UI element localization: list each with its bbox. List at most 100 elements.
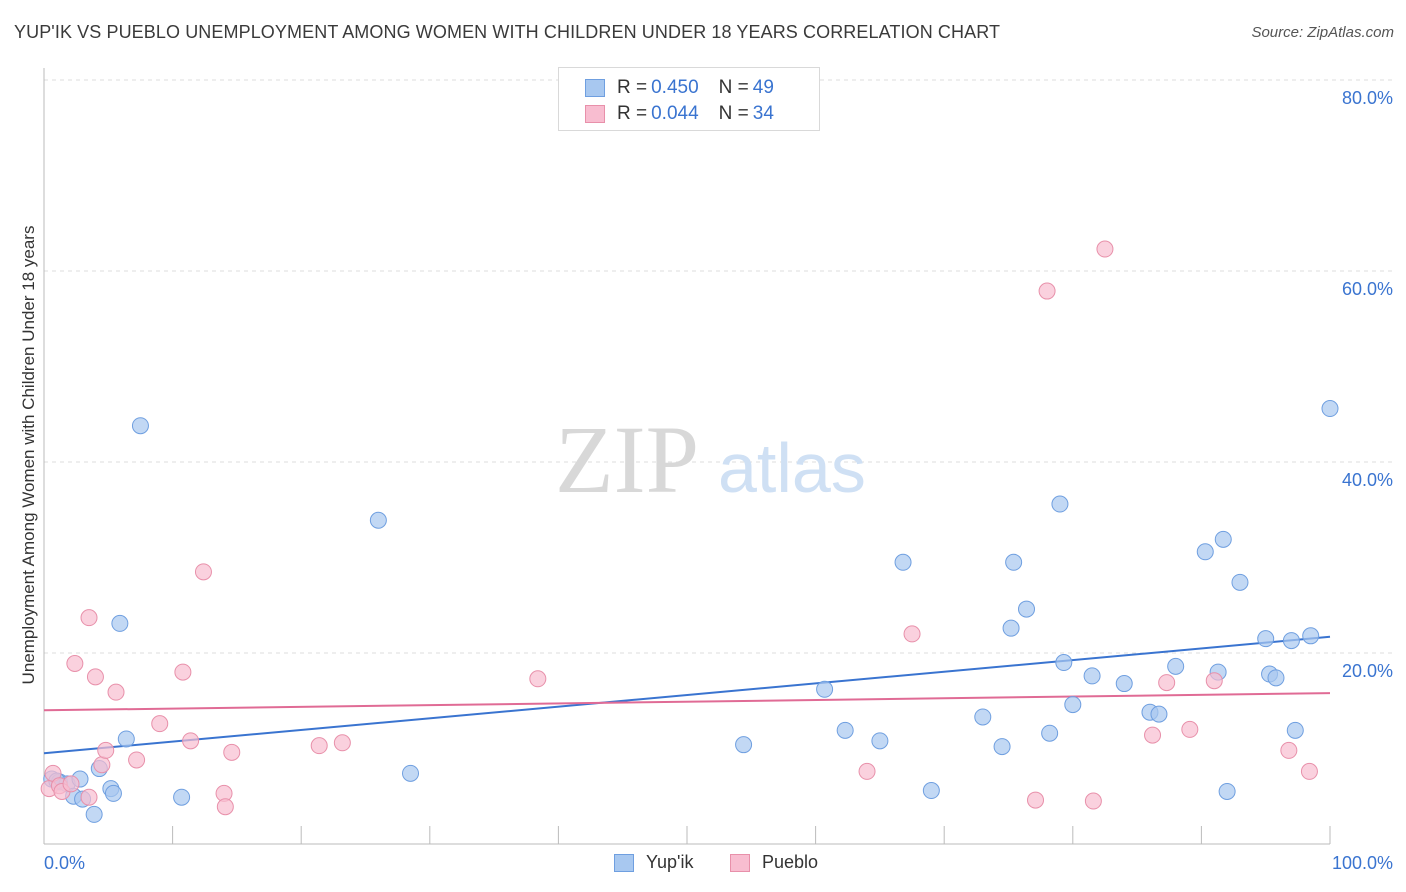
yupik-point-16 (735, 736, 753, 754)
pueblo-legend-swatch (730, 853, 750, 872)
pueblo-point-4 (62, 775, 80, 793)
yupik-point-35 (1167, 657, 1185, 675)
y-tick-label-60: 60.0% (1342, 279, 1393, 299)
yupik-point-21 (922, 782, 940, 800)
pueblo-n-label: N = (718, 103, 749, 124)
yupik-point-9 (104, 784, 122, 802)
yupik-point-26 (1018, 600, 1036, 618)
legend-item-yupik: Yup'ik (614, 852, 693, 873)
yupik-point-22 (974, 708, 992, 726)
pueblo-point-8 (86, 668, 104, 686)
pueblo-point-25 (1027, 791, 1045, 809)
pueblo-point-19 (223, 743, 241, 761)
pueblo-point-30 (1158, 674, 1176, 692)
yupik-point-47 (1321, 400, 1339, 418)
yupik-n-value: 49 (752, 77, 774, 98)
pueblo-point-21 (333, 734, 351, 752)
yupik-point-24 (1002, 619, 1020, 637)
yupik-point-17 (816, 680, 834, 698)
yupik-point-36 (1196, 543, 1214, 561)
yupik-point-45 (1286, 721, 1304, 739)
yupik-point-41 (1257, 630, 1275, 648)
yupik-point-43 (1267, 669, 1285, 687)
yupik-legend-swatch (614, 853, 634, 872)
pueblo-point-16 (194, 563, 212, 581)
yupik-point-31 (1083, 667, 1101, 685)
pueblo-point-20 (310, 737, 328, 755)
yupik-point-25 (1005, 553, 1023, 571)
pueblo-point-34 (1300, 762, 1318, 780)
yupik-point-32 (1115, 675, 1133, 693)
yupik-legend-label: Yup'ik (646, 852, 694, 872)
yupik-swatch (585, 79, 605, 97)
yupik-point-28 (1051, 495, 1069, 513)
yupik-point-46 (1302, 627, 1320, 645)
yupik-point-19 (871, 732, 889, 750)
pueblo-point-28 (1096, 240, 1114, 258)
yupik-point-13 (173, 788, 191, 806)
y-tick-label-40: 40.0% (1342, 470, 1393, 490)
yupik-r-label: R = (617, 77, 648, 98)
pueblo-trend-line (43, 692, 1331, 712)
yupik-r-value: 0.450 (651, 77, 699, 98)
x-tick-label-min: 0.0% (44, 853, 85, 873)
yupik-point-40 (1231, 573, 1249, 591)
pueblo-point-9 (93, 756, 111, 774)
pueblo-point-12 (128, 751, 146, 769)
x-tick-label-max: 100.0% (1332, 853, 1393, 873)
pueblo-point-27 (1084, 792, 1102, 810)
series-legend: Yup'ik Pueblo (0, 852, 1406, 876)
pueblo-point-5 (66, 655, 84, 673)
yupik-point-23 (993, 738, 1011, 756)
yupik-n-label: N = (718, 77, 749, 98)
pueblo-point-13 (151, 715, 169, 733)
yupik-point-20 (894, 553, 912, 571)
legend-item-pueblo: Pueblo (730, 852, 818, 873)
yupik-point-18 (836, 721, 854, 739)
yupik-point-14 (369, 511, 387, 529)
pueblo-n-value: 34 (752, 103, 774, 124)
y-axis-label: Unemployment Among Women with Children U… (19, 225, 38, 685)
yupik-point-15 (402, 764, 420, 782)
pueblo-point-33 (1280, 741, 1298, 759)
yupik-point-27 (1041, 724, 1059, 742)
watermark-zip: ZIP (555, 406, 699, 513)
y-tick-label-80: 80.0% (1342, 88, 1393, 108)
pueblo-point-31 (1181, 720, 1199, 738)
pueblo-point-22 (529, 670, 547, 688)
yupik-point-6 (85, 805, 103, 823)
stats-legend: R = 0.450 N = 49 R = 0.044 N = 34 (558, 67, 820, 131)
pueblo-point-32 (1205, 672, 1223, 690)
yupik-point-39 (1218, 782, 1236, 800)
pueblo-r-value: 0.044 (651, 103, 699, 124)
chart-title: YUP'IK VS PUEBLO UNEMPLOYMENT AMONG WOME… (14, 22, 1001, 42)
yupik-point-29 (1055, 654, 1073, 672)
source-label: Source: ZipAtlas.com (1251, 24, 1394, 41)
yupik-point-30 (1064, 696, 1082, 714)
pueblo-point-6 (80, 788, 98, 806)
pueblo-point-29 (1144, 726, 1162, 744)
pueblo-r-label: R = (617, 103, 648, 124)
pueblo-point-10 (97, 741, 115, 759)
legend-row-yupik: R = 0.450 N = 49 (585, 76, 774, 100)
yupik-point-12 (131, 417, 149, 435)
yupik-point-38 (1214, 530, 1232, 548)
pueblo-legend-label: Pueblo (762, 852, 819, 872)
pueblo-swatch (585, 105, 605, 123)
yupik-point-10 (111, 614, 129, 632)
pueblo-point-18 (216, 798, 234, 816)
pueblo-point-26 (1038, 282, 1056, 300)
pueblo-point-11 (107, 683, 125, 701)
y-tick-label-20: 20.0% (1342, 661, 1393, 681)
watermark-atlas: atlas (718, 429, 866, 507)
pueblo-point-7 (80, 609, 98, 627)
yupik-point-34 (1150, 705, 1168, 723)
pueblo-point-23 (858, 762, 876, 780)
yupik-trend-line (43, 635, 1331, 755)
yupik-point-44 (1282, 632, 1300, 650)
yupik-point-11 (117, 730, 135, 748)
pueblo-point-24 (903, 625, 921, 643)
pueblo-point-14 (174, 663, 192, 681)
pueblo-point-15 (182, 732, 200, 750)
